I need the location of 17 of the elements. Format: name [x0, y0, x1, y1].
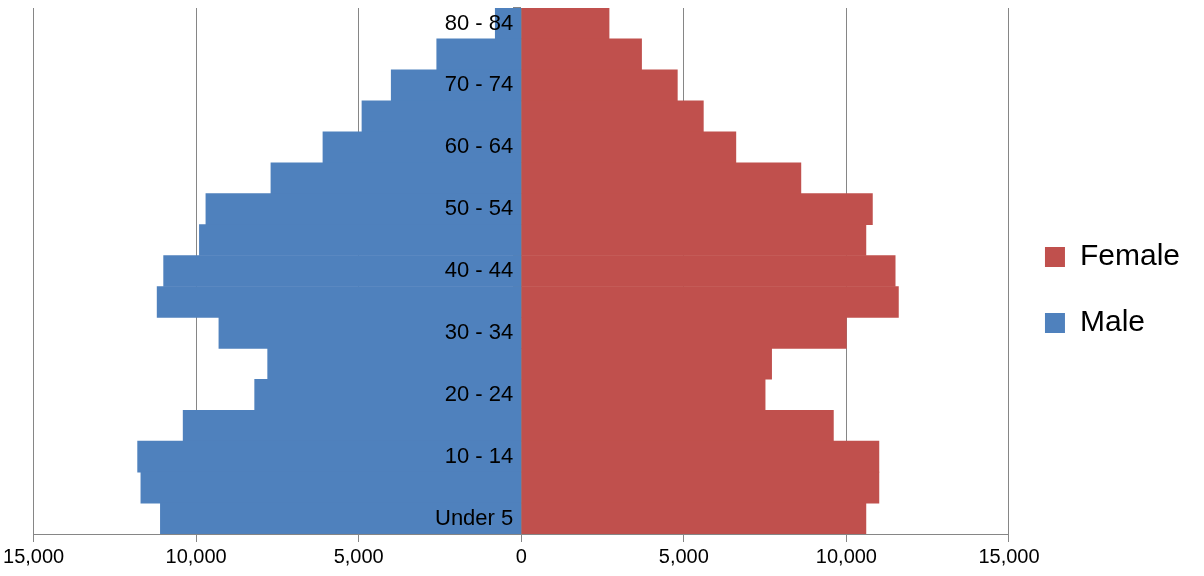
y-tick-label: 70 - 74	[444, 71, 514, 97]
y-tick-label: 50 - 54	[444, 195, 514, 221]
x-tick-label: 0	[515, 544, 527, 567]
y-tick-label: 20 - 24	[444, 380, 514, 406]
x-tick-label: 5,000	[333, 544, 384, 567]
y-tick-label: 30 - 34	[444, 318, 514, 344]
legend-label: Male	[1079, 304, 1145, 338]
x-tick-label: 10,000	[815, 544, 877, 567]
y-tick-label: Under 5	[434, 504, 514, 530]
legend-label: Female	[1079, 238, 1181, 272]
x-tick-label: 5,000	[658, 544, 709, 567]
y-tick-label: 40 - 44	[444, 257, 514, 283]
y-tick-label: 10 - 14	[444, 442, 514, 468]
x-tick-label: 10,000	[165, 544, 227, 567]
x-tick-label: 15,000	[3, 544, 65, 567]
x-tick-label: 15,000	[978, 544, 1040, 567]
y-tick-label: 60 - 64	[444, 133, 514, 159]
